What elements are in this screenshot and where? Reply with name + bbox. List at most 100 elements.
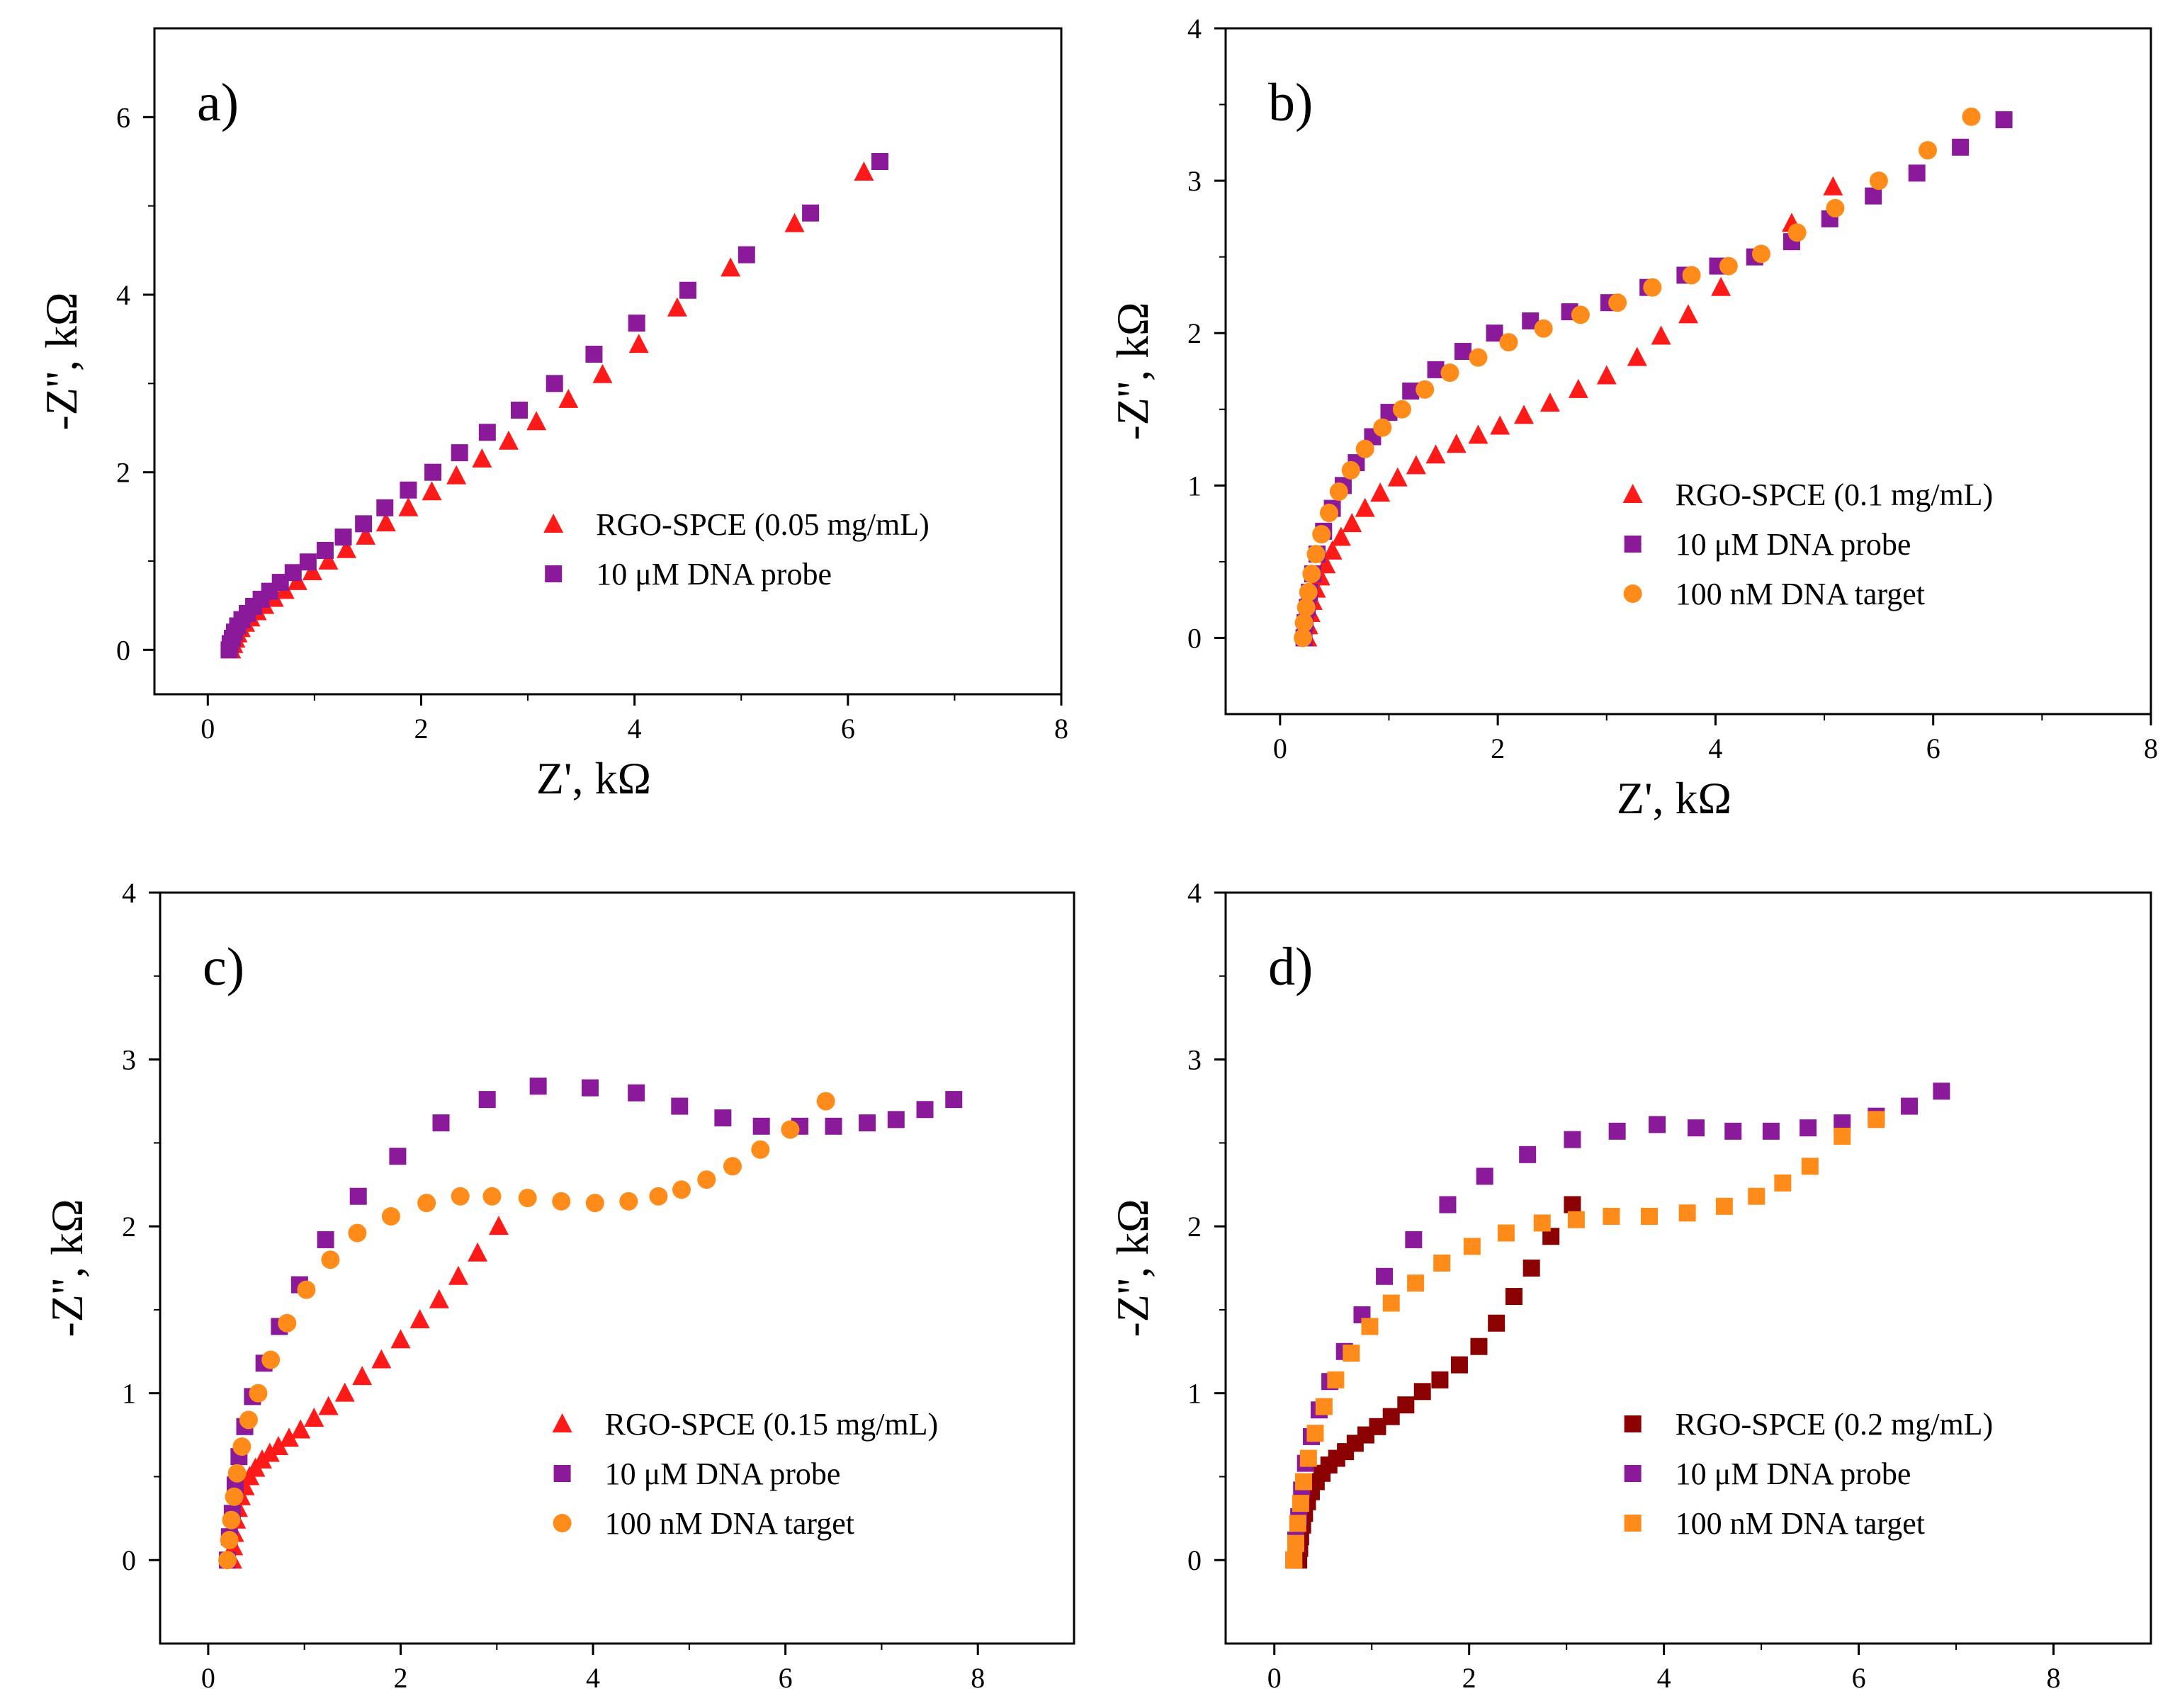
data-point (478, 424, 496, 441)
x-tick-label: 6 (1926, 733, 1940, 764)
legend-entry: 100 nM DNA target (605, 1506, 854, 1541)
data-point (1476, 1167, 1493, 1185)
x-tick-label: 8 (971, 1662, 985, 1694)
data-point (448, 1265, 468, 1285)
data-point (1711, 276, 1731, 296)
data-point (871, 153, 888, 170)
data-point (1440, 363, 1459, 383)
data-point (1933, 1082, 1950, 1100)
data-point (1331, 526, 1351, 546)
data-point (1406, 455, 1426, 475)
x-tick-label: 2 (414, 713, 428, 745)
y-axis-title: -Z'', kΩ (42, 1199, 92, 1337)
data-point (1682, 266, 1701, 285)
data-point (227, 1464, 247, 1483)
plot-frame (153, 27, 1063, 696)
data-point (1306, 1425, 1324, 1442)
data-point (225, 1487, 244, 1506)
x-tick-label: 6 (841, 713, 855, 745)
data-point (299, 553, 317, 571)
x-axis-title: Z', kΩ (536, 753, 651, 803)
data-point (1513, 405, 1534, 424)
series-1 (1295, 111, 2013, 647)
data-point (1724, 1122, 1742, 1140)
y-tick-label: 4 (1187, 877, 1202, 909)
legend-marker (552, 1413, 572, 1432)
data-point (1751, 244, 1770, 264)
data-point (451, 444, 468, 462)
data-point (1454, 343, 1471, 361)
data-point (349, 1187, 367, 1205)
data-point (390, 1329, 411, 1349)
data-point (816, 1092, 835, 1111)
data-point (318, 550, 339, 570)
data-point (422, 481, 442, 501)
x-tick-label: 8 (2144, 733, 2158, 764)
x-axis-title: Z', kΩ (1617, 1702, 1731, 1708)
data-point (1952, 138, 1970, 156)
data-point (1719, 256, 1738, 276)
data-point (1497, 1224, 1515, 1242)
data-point (1416, 380, 1435, 399)
data-point (400, 481, 417, 499)
data-point (1995, 111, 2013, 129)
series-2 (218, 1092, 835, 1570)
data-point (1292, 1495, 1309, 1512)
data-point (1869, 171, 1888, 191)
x-axis-title: Z', kΩ (546, 1702, 660, 1708)
data-point (1801, 1158, 1819, 1175)
data-point (1470, 1337, 1488, 1355)
data-point (290, 1419, 311, 1439)
legend-marker (1624, 1415, 1642, 1432)
data-point (297, 1280, 316, 1299)
x-tick-label: 2 (1462, 1662, 1476, 1694)
legend: RGO-SPCE (0.15 mg/mL) 10 μM DNA probe 100 … (552, 1407, 939, 1541)
y-tick-label: 4 (122, 877, 136, 909)
data-point (1287, 1534, 1304, 1552)
data-point (649, 1187, 668, 1206)
x-tick-label: 4 (1657, 1662, 1671, 1694)
data-point (239, 1410, 258, 1430)
data-point (1603, 1207, 1620, 1225)
data-point (1519, 1146, 1537, 1163)
legend-entry: RGO-SPCE (0.05 mg/mL) (596, 507, 930, 542)
data-point (1294, 628, 1313, 647)
data-point (945, 1091, 963, 1109)
data-point (1643, 278, 1662, 297)
y-tick-label: 4 (1187, 13, 1202, 45)
data-point (1651, 325, 1671, 345)
legend-marker (543, 514, 564, 533)
data-point (389, 1148, 407, 1165)
data-point (1312, 525, 1331, 544)
legend-marker (1622, 484, 1643, 503)
data-point (371, 1349, 392, 1369)
data-point (1564, 1196, 1581, 1214)
y-tick-label: 0 (1187, 1544, 1202, 1576)
data-point (714, 1109, 732, 1126)
data-point (478, 1091, 496, 1109)
x-tick-label: 0 (200, 713, 215, 745)
data-point (1294, 613, 1314, 632)
data-point (432, 1114, 450, 1132)
data-point (581, 1079, 599, 1097)
data-point (585, 1194, 604, 1213)
data-point (1294, 1473, 1312, 1491)
data-point (1342, 513, 1362, 533)
panel-label: d) (1268, 937, 1313, 997)
data-point (1567, 1211, 1585, 1228)
data-point (482, 1187, 502, 1206)
data-point (679, 281, 696, 299)
legend-entry: RGO-SPCE (0.15 mg/mL) (605, 1407, 939, 1442)
data-point (1564, 1131, 1581, 1148)
data-point (667, 297, 687, 317)
data-point (887, 1111, 905, 1129)
x-tick-label: 0 (201, 1662, 215, 1694)
data-point (546, 375, 563, 392)
data-point (1382, 1294, 1400, 1312)
data-point (1373, 418, 1392, 437)
y-axis-title: -Z'', kΩ (1107, 1199, 1158, 1337)
data-point (697, 1170, 716, 1189)
data-point (302, 561, 322, 581)
legend-entry: RGO-SPCE (0.2 mg/mL) (1676, 1407, 1994, 1442)
